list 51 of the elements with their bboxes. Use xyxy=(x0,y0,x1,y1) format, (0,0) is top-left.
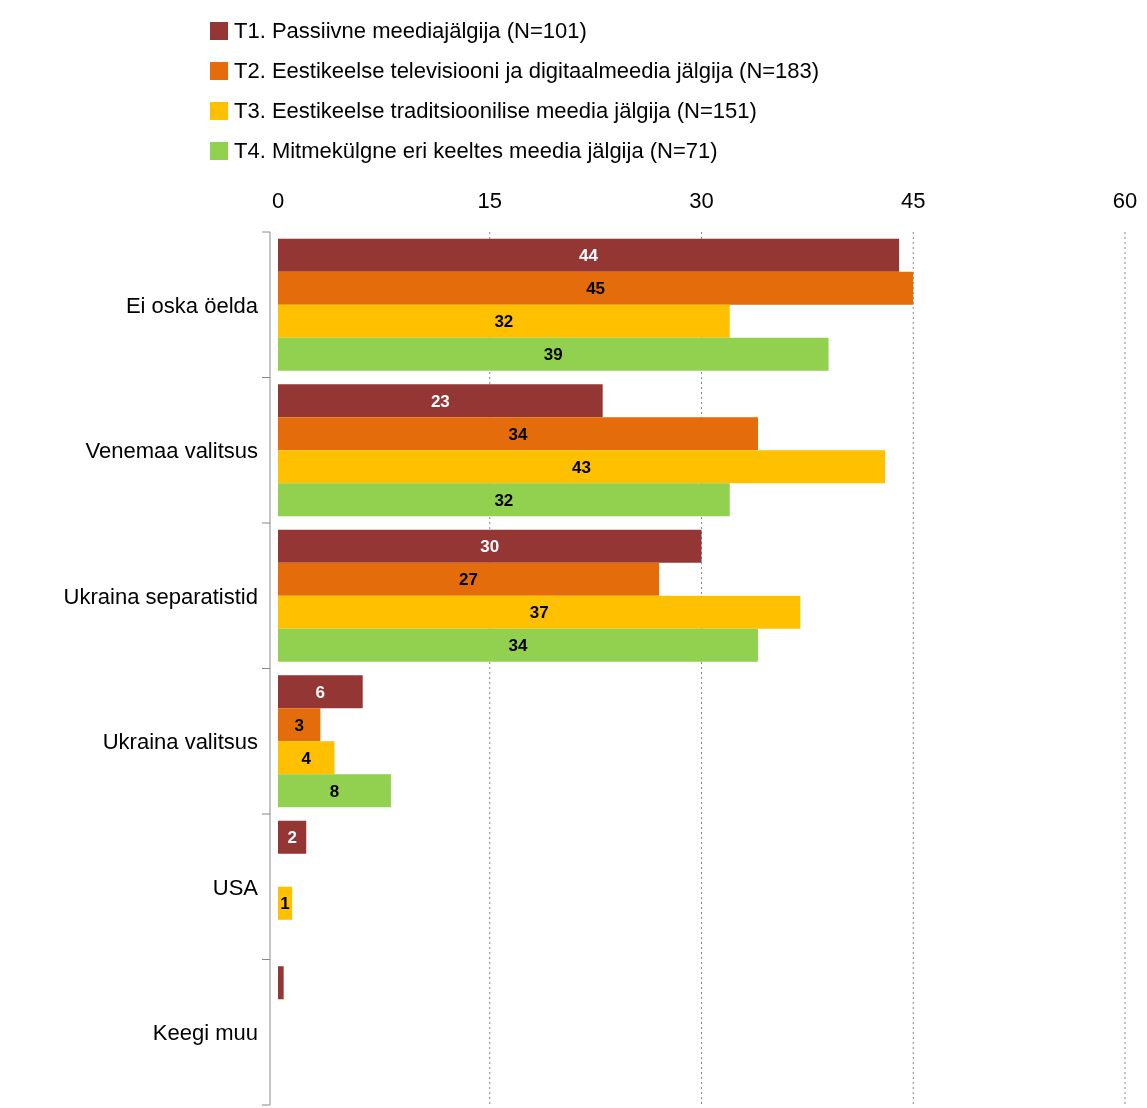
y-tick-label: Ei oska öelda xyxy=(125,292,259,318)
x-tick-label: 45 xyxy=(901,188,926,213)
data-label: 27 xyxy=(459,570,479,590)
legend-label: T3. Eestikeelse traditsioonilise meedia jälgija (N=151) xyxy=(234,98,757,123)
bar xyxy=(278,628,758,662)
data-label: 32 xyxy=(494,312,514,332)
data-label: 34 xyxy=(508,636,528,656)
y-tick-label: USA xyxy=(212,874,259,900)
y-tick-label: Keegi muu xyxy=(152,1020,258,1046)
legend-label: T2. Eestikeelse televisiooni ja digitaalmeedia jälgija (N=183) xyxy=(234,58,820,83)
data-label: 30 xyxy=(480,537,500,557)
bar xyxy=(278,529,702,563)
bar xyxy=(278,483,730,517)
y-tick-label: Venemaa valitsus xyxy=(85,438,258,464)
bar xyxy=(278,304,730,338)
bar xyxy=(278,562,660,596)
legend-label: T4. Mitmekülgne eri keeltes meedia jälgija (N=71) xyxy=(234,138,718,163)
bar xyxy=(278,417,758,451)
y-tick-label: Ukraina separatistid xyxy=(63,583,258,609)
data-label: 43 xyxy=(572,457,591,477)
bar xyxy=(278,595,801,629)
bar xyxy=(278,238,900,272)
bar xyxy=(278,708,321,742)
data-label: 37 xyxy=(529,603,549,623)
bar xyxy=(278,337,829,371)
x-tick-label: 0 xyxy=(271,188,285,213)
data-label: 44 xyxy=(579,246,599,266)
data-label: 23 xyxy=(430,391,450,411)
bar xyxy=(278,774,391,808)
bar xyxy=(278,675,363,709)
x-tick-label: 30 xyxy=(689,188,714,213)
data-label: 4 xyxy=(301,748,312,768)
x-tick-label: 15 xyxy=(477,188,502,213)
data-label: 2 xyxy=(287,828,297,848)
data-label: 8 xyxy=(329,781,340,801)
x-tick-label: 60 xyxy=(1112,188,1138,213)
data-label: 45 xyxy=(586,279,606,299)
bar xyxy=(278,741,335,775)
data-label: 39 xyxy=(543,345,563,365)
bar xyxy=(278,820,307,854)
data-label: 3 xyxy=(294,715,304,735)
bar xyxy=(278,384,603,418)
bar xyxy=(278,271,914,305)
bar xyxy=(278,966,284,1000)
y-tick-label: Ukraina valitsus xyxy=(102,729,258,755)
data-label: 1 xyxy=(280,894,290,914)
legend-label: T1. Passiivne meediajälgija (N=101) xyxy=(234,18,587,43)
data-label: 32 xyxy=(494,490,514,510)
data-label: 6 xyxy=(315,682,326,702)
bar xyxy=(278,450,886,484)
data-label: 34 xyxy=(508,424,528,444)
